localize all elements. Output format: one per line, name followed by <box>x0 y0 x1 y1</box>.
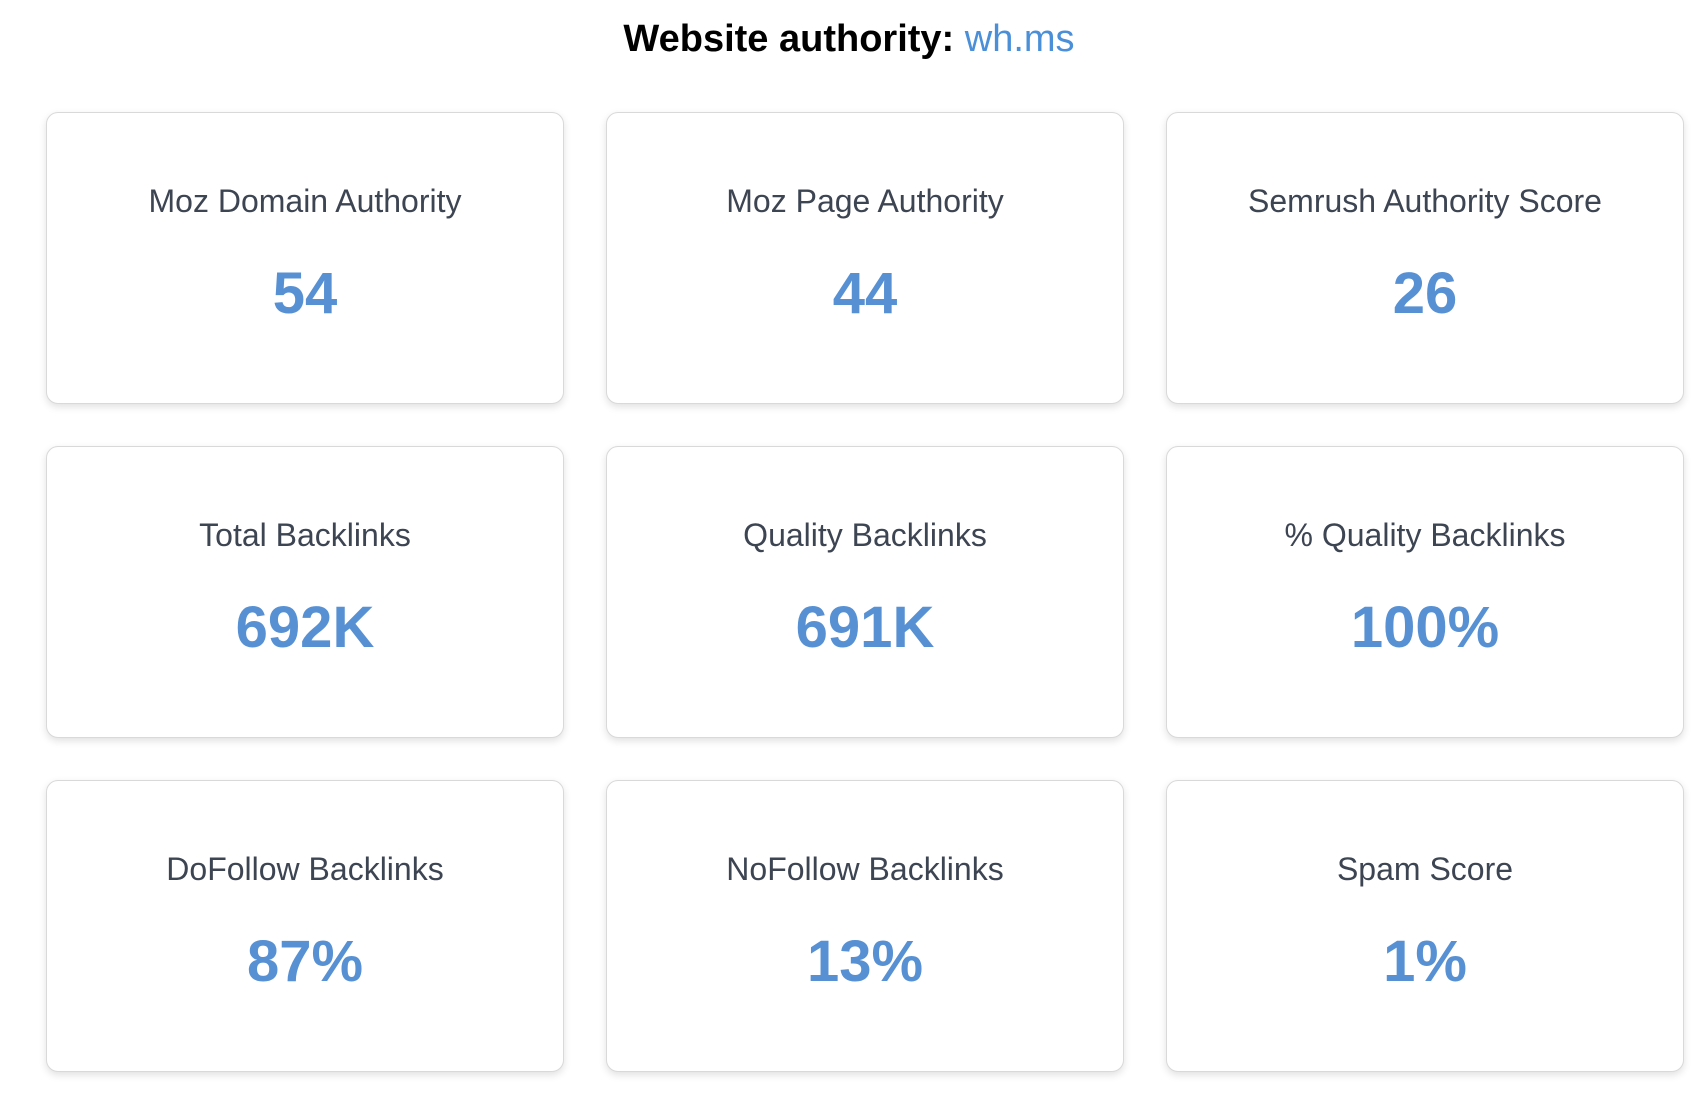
card-moz-page-authority: Moz Page Authority 44 <box>606 112 1124 404</box>
card-nofollow-backlinks: NoFollow Backlinks 13% <box>606 780 1124 1072</box>
card-value: 691K <box>795 595 935 660</box>
card-value: 26 <box>1392 261 1458 326</box>
card-quality-backlinks: Quality Backlinks 691K <box>606 446 1124 738</box>
card-moz-domain-authority: Moz Domain Authority 54 <box>46 112 564 404</box>
card-title: % Quality Backlinks <box>1284 517 1566 553</box>
card-total-backlinks: Total Backlinks 692K <box>46 446 564 738</box>
metrics-grid: Moz Domain Authority 54 Moz Page Authori… <box>46 112 1684 1072</box>
card-spam-score: Spam Score 1% <box>1166 780 1684 1072</box>
card-title: Semrush Authority Score <box>1248 183 1602 219</box>
card-title: Spam Score <box>1336 851 1514 887</box>
page-title: Website authority: wh.ms <box>0 12 1698 66</box>
card-value: 44 <box>832 261 898 326</box>
card-title: NoFollow Backlinks <box>726 851 1004 887</box>
card-semrush-authority-score: Semrush Authority Score 26 <box>1166 112 1684 404</box>
card-percent-quality-backlinks: % Quality Backlinks 100% <box>1166 446 1684 738</box>
card-title: Quality Backlinks <box>743 517 987 553</box>
card-title: DoFollow Backlinks <box>166 851 444 887</box>
card-value: 87% <box>246 929 364 994</box>
card-title: Moz Domain Authority <box>148 183 462 219</box>
page-title-label: Website authority: <box>623 18 955 60</box>
card-value: 100% <box>1350 595 1500 660</box>
domain-link[interactable]: wh.ms <box>964 18 1075 60</box>
card-title: Moz Page Authority <box>726 183 1004 219</box>
card-value: 54 <box>272 261 338 326</box>
card-value: 13% <box>806 929 924 994</box>
card-dofollow-backlinks: DoFollow Backlinks 87% <box>46 780 564 1072</box>
card-title: Total Backlinks <box>199 517 411 553</box>
card-value: 1% <box>1383 929 1467 994</box>
card-value: 692K <box>235 595 375 660</box>
